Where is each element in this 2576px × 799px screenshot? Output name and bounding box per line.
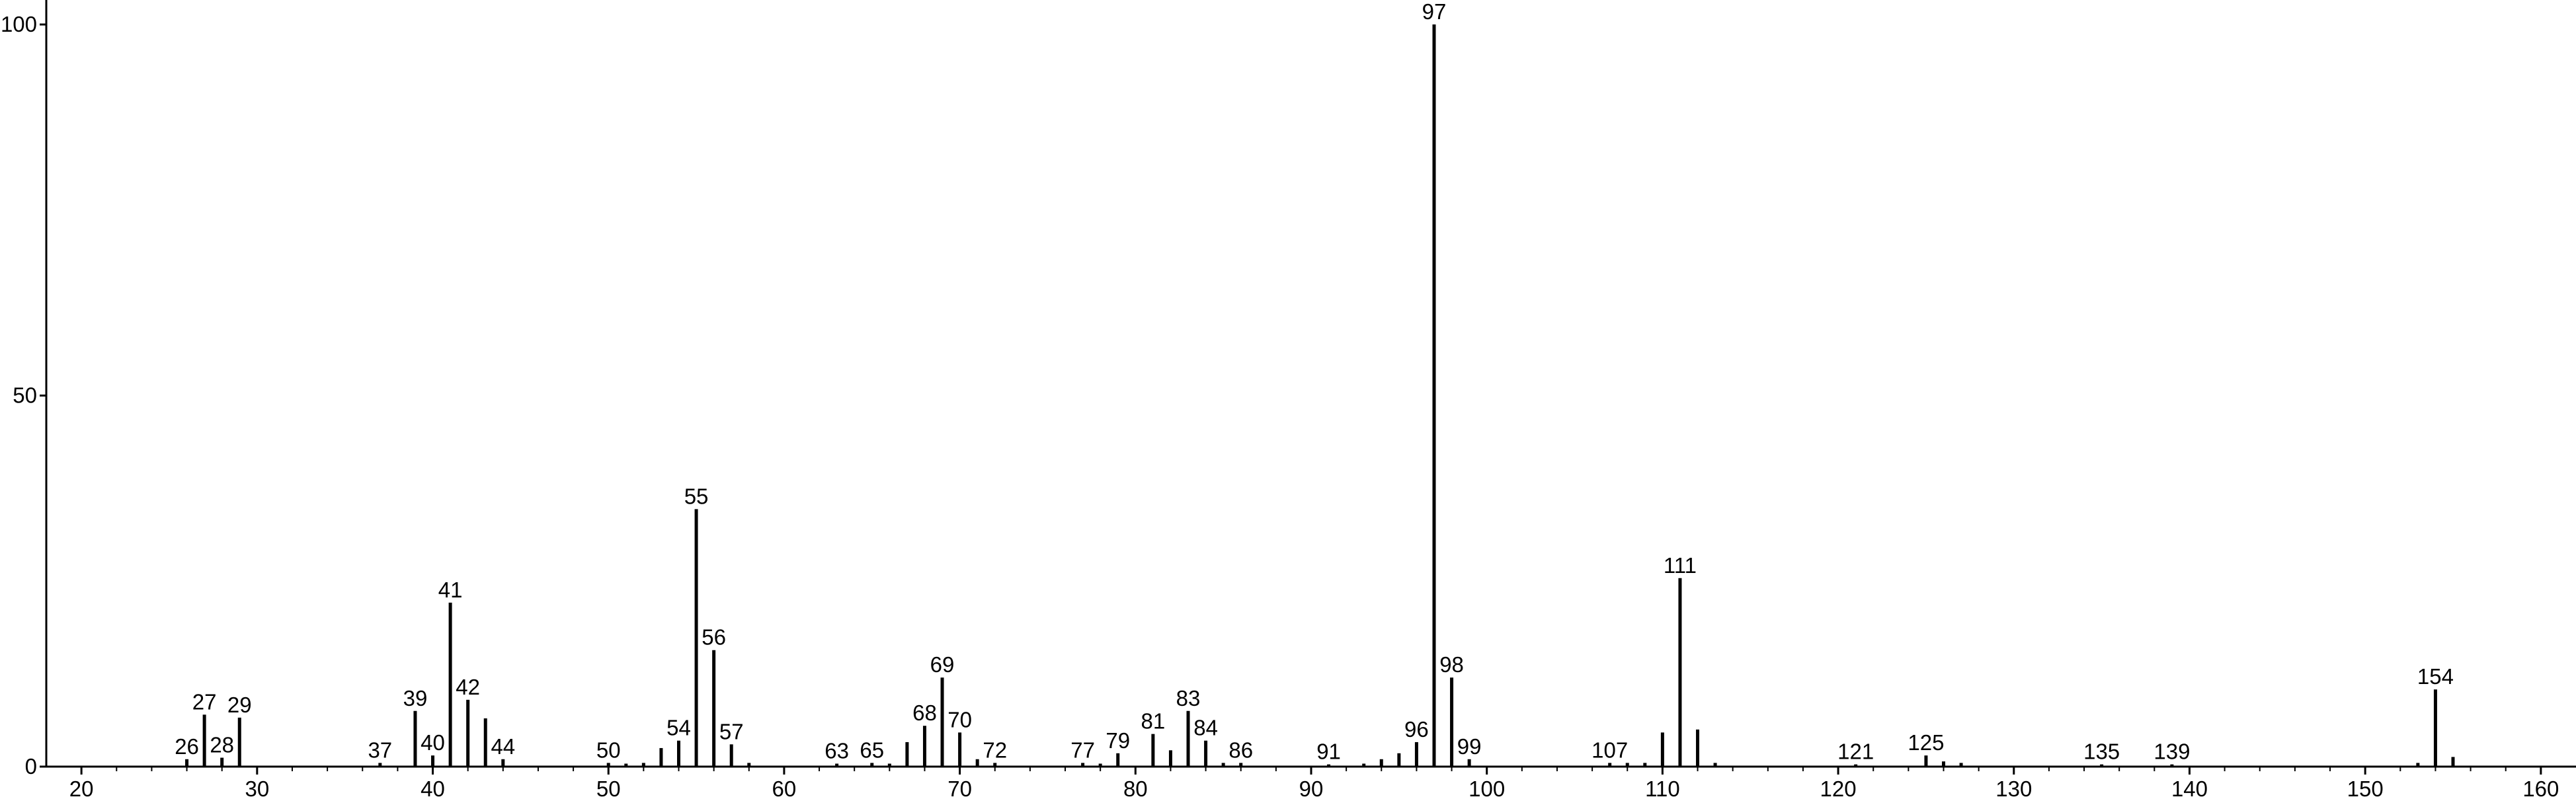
peak-label: 99 — [1457, 734, 1482, 759]
peak-label: 107 — [1591, 738, 1628, 762]
peak-label: 68 — [912, 701, 937, 725]
peak-label: 37 — [368, 738, 392, 762]
x-tick-label: 60 — [772, 777, 797, 799]
peak-label: 84 — [1193, 716, 1218, 740]
x-tick-label: 40 — [421, 777, 445, 799]
x-tick-label: 120 — [1820, 777, 1857, 799]
peak-label: 91 — [1316, 740, 1341, 764]
peak-label: 44 — [491, 734, 515, 759]
peak-label: 69 — [930, 652, 955, 677]
peak-label: 121 — [1837, 740, 1874, 764]
peak-label: 50 — [596, 738, 621, 762]
y-tick-label: 50 — [13, 383, 37, 408]
peak-label: 70 — [947, 707, 972, 732]
peak-label: 40 — [421, 730, 445, 755]
peak-label: 154 — [2417, 664, 2454, 689]
peak-label: 57 — [719, 719, 744, 743]
peak-label: 63 — [825, 739, 849, 763]
x-tick-label: 50 — [596, 777, 621, 799]
peak-label: 56 — [702, 625, 726, 650]
x-tick-label: 80 — [1123, 777, 1148, 799]
peak-label: 81 — [1141, 709, 1166, 734]
peak-label: 42 — [456, 675, 480, 699]
x-tick-label: 130 — [1995, 777, 2032, 799]
peak-label: 65 — [860, 738, 884, 762]
x-tick-label: 100 — [1469, 777, 1505, 799]
peak-label: 97 — [1422, 0, 1447, 24]
peak-label: 28 — [210, 733, 234, 757]
y-tick-label: 100 — [1, 12, 37, 36]
peak-label: 111 — [1664, 553, 1697, 578]
x-tick-label: 150 — [2347, 777, 2384, 799]
peak-label: 77 — [1070, 738, 1095, 762]
peak-label: 96 — [1404, 717, 1429, 742]
peak-label: 139 — [2153, 740, 2190, 764]
x-tick-label: 160 — [2522, 777, 2559, 799]
peak-label: 83 — [1176, 686, 1201, 710]
x-tick-label: 30 — [245, 777, 269, 799]
peak-label: 125 — [1908, 730, 1944, 755]
peak-label: 55 — [684, 484, 709, 508]
peak-label: 79 — [1106, 728, 1130, 753]
x-tick-label: 140 — [2171, 777, 2208, 799]
peak-label: 135 — [2083, 740, 2120, 764]
x-tick-label: 20 — [69, 777, 94, 799]
x-tick-label: 110 — [1645, 777, 1680, 799]
peak-label: 27 — [192, 689, 217, 714]
y-tick-label: 0 — [25, 754, 37, 779]
peak-label: 72 — [983, 738, 1007, 762]
peak-label: 54 — [666, 716, 691, 740]
peak-label: 39 — [403, 686, 428, 710]
peak-label: 29 — [227, 693, 252, 717]
x-tick-label: 90 — [1299, 777, 1324, 799]
peak-label: 86 — [1228, 738, 1253, 762]
peak-label: 26 — [175, 734, 199, 759]
peak-label: 98 — [1439, 652, 1464, 677]
peak-label: 41 — [438, 578, 463, 602]
x-tick-label: 70 — [947, 777, 972, 799]
